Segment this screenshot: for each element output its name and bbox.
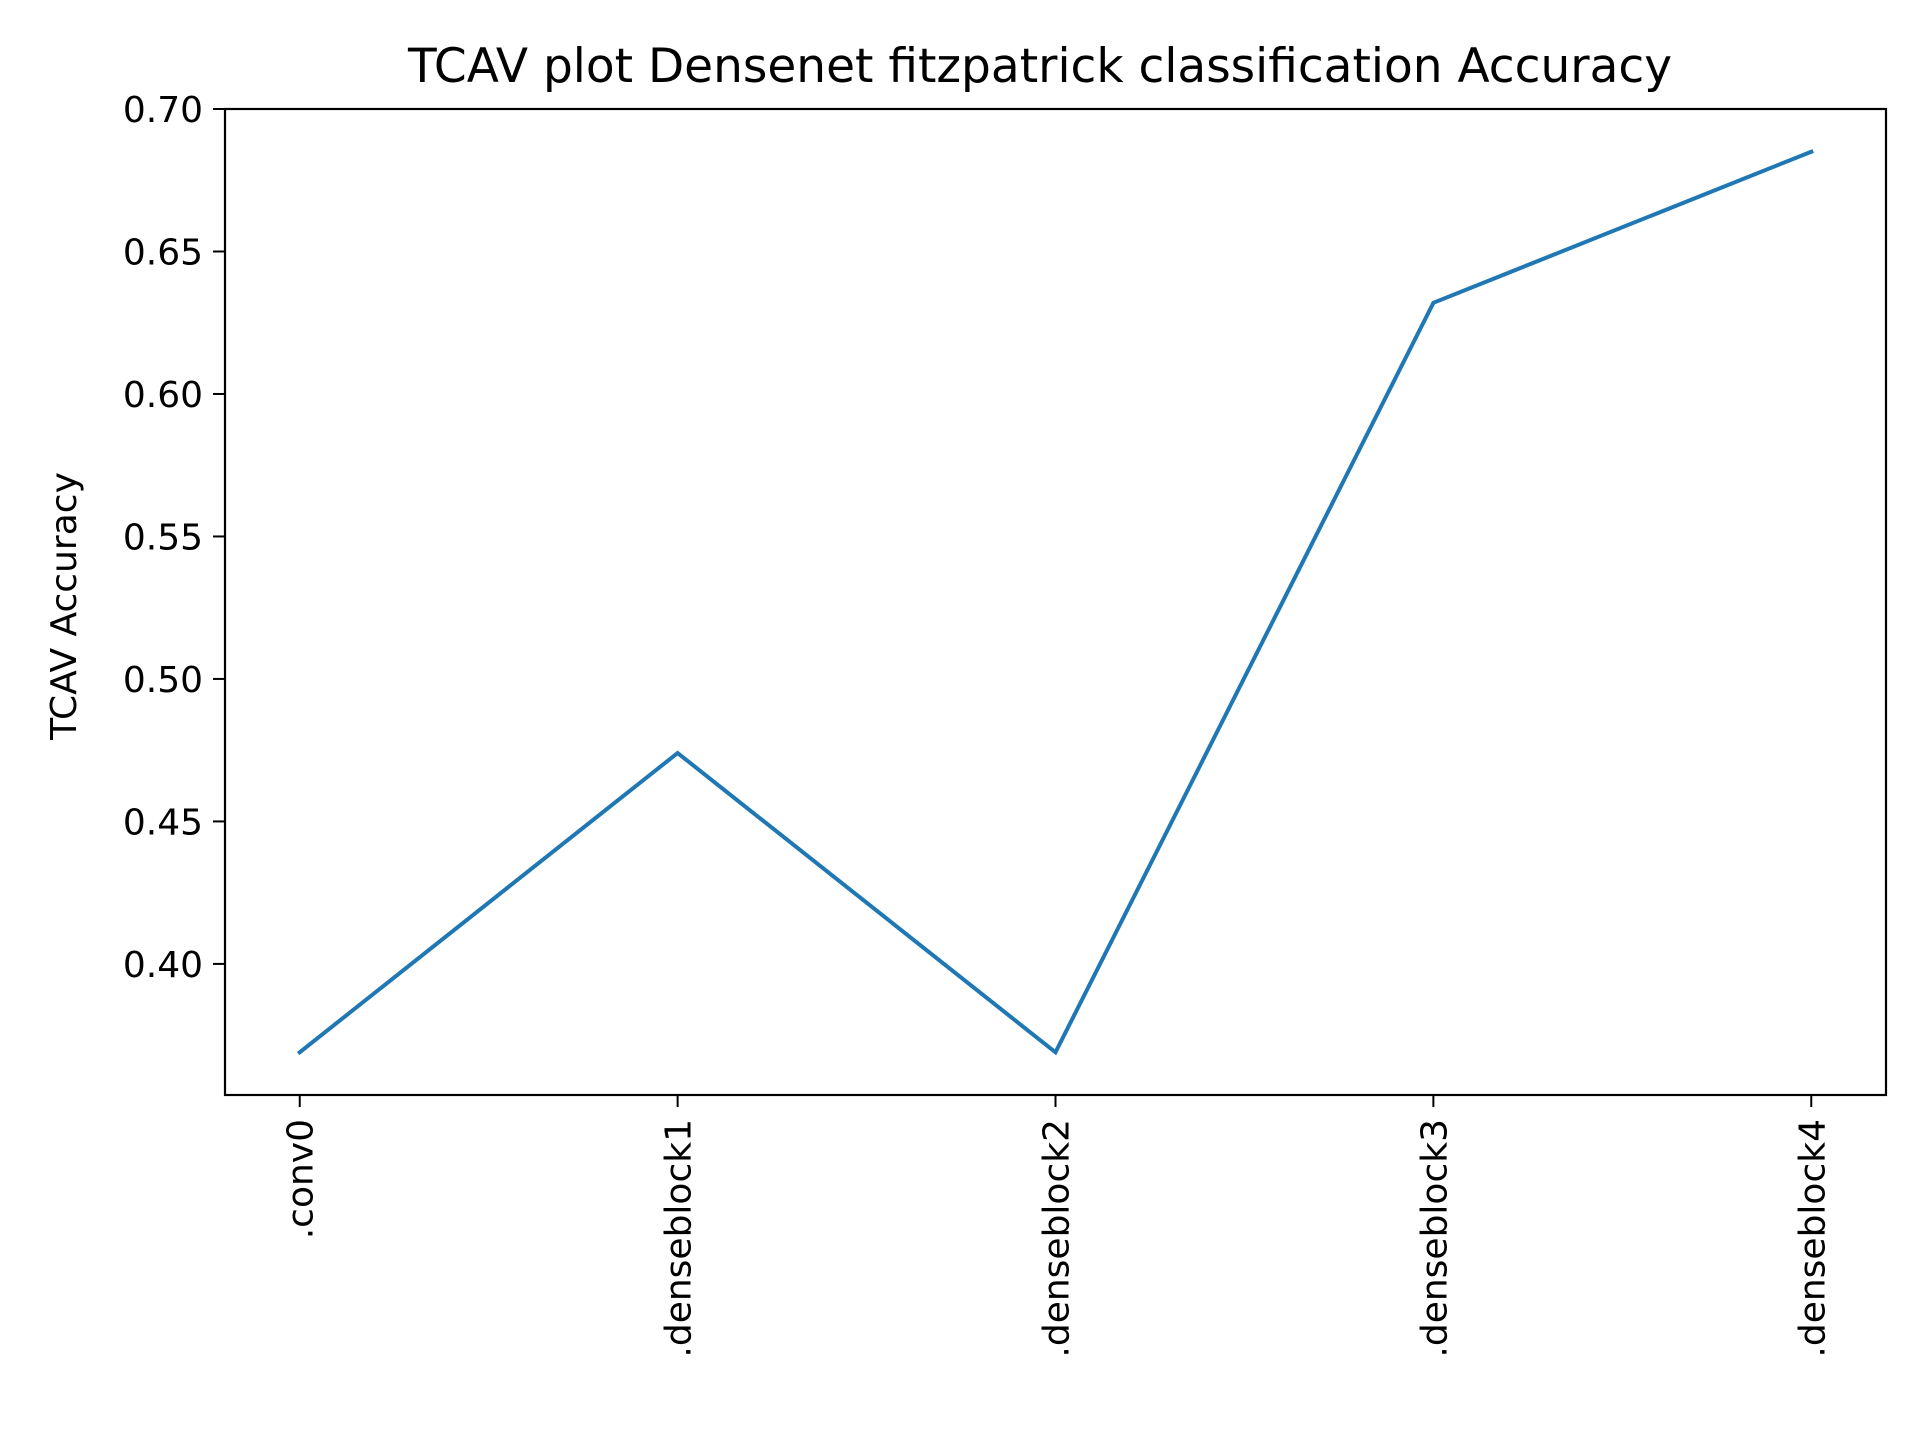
y-tick-label: 0.70 — [123, 90, 203, 131]
plot-area: 0.40 0.45 0.50 0.55 0.60 0.65 0.70 .conv0 .dense… — [123, 90, 1888, 1358]
y-tick-label: 0.40 — [123, 945, 203, 986]
x-tick-label: .denseblock4 — [1792, 1119, 1833, 1358]
y-tick-label: 0.65 — [123, 232, 203, 273]
y-tick-label: 0.50 — [123, 660, 203, 701]
x-tick-label: .denseblock1 — [659, 1119, 700, 1358]
x-tick-label: .denseblock2 — [1037, 1119, 1078, 1358]
y-tick-label: 0.45 — [123, 802, 203, 843]
x-tick-label: .conv0 — [281, 1119, 322, 1239]
y-tick-label: 0.60 — [123, 375, 203, 416]
y-axis-label: TCAV Accuracy — [44, 472, 85, 741]
chart-title: TCAV plot Densenet fitzpatrick classific… — [407, 39, 1672, 94]
y-tick-label: 0.55 — [123, 517, 203, 558]
x-tick-label: .denseblock3 — [1414, 1119, 1455, 1358]
